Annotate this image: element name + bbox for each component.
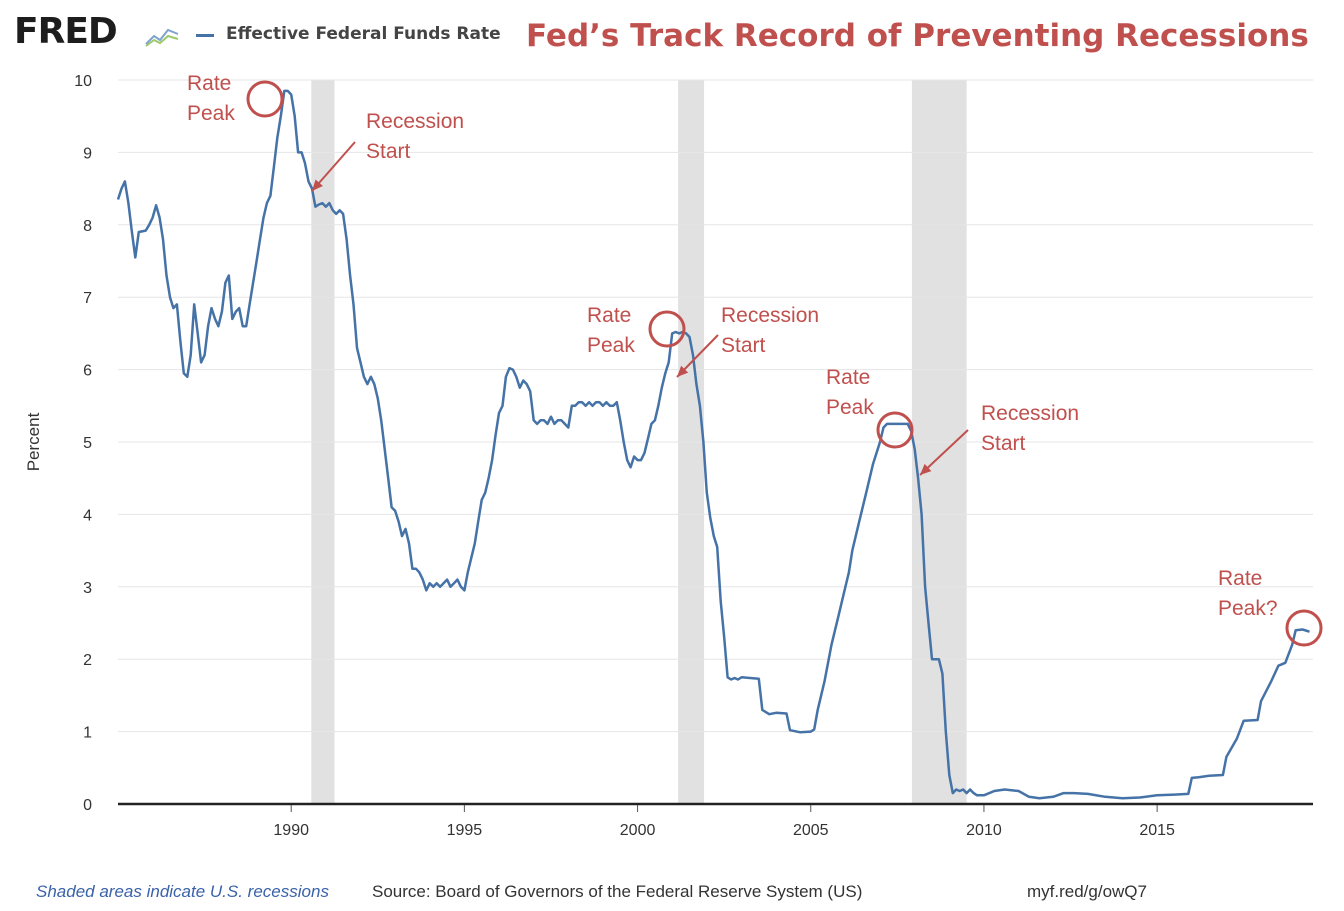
- peak-circle-icon: [648, 310, 686, 348]
- series-line-effective-federal-funds-rate: [116, 89, 1310, 800]
- source-note: Source: Board of Governors of the Federa…: [372, 882, 863, 901]
- annotation-line: Start: [366, 140, 411, 163]
- annotation-line: Peak: [826, 396, 874, 419]
- x-tick-labels: 1990 1995 2000 2005 2010 2015: [273, 804, 1175, 839]
- peak-circle-icon: [246, 80, 284, 118]
- annotation-peak-2006: Rate Peak: [826, 366, 874, 419]
- annotation-recession-2007: Recession Start: [981, 402, 1079, 455]
- x-tick-label-2000: 2000: [620, 822, 656, 839]
- arrow-head-icon: [312, 179, 323, 191]
- annotation-line: Peak: [187, 102, 235, 125]
- peak-circle-icon: [1285, 609, 1323, 647]
- y-tick-label-2: 2: [83, 652, 92, 669]
- y-tick-label-9: 9: [83, 145, 92, 162]
- x-tick-label-2010: 2010: [966, 822, 1002, 839]
- arrow-icon: [919, 429, 969, 476]
- peak-circle-icon: [876, 411, 914, 449]
- y-tick-label-8: 8: [83, 218, 92, 235]
- annotation-line: Peak?: [1218, 597, 1278, 620]
- x-tick-label-1995: 1995: [447, 822, 483, 839]
- annotations: Rate Peak Recession Start Rate Peak Recession S…: [187, 72, 1323, 647]
- annotation-recession-1990: Recession Start: [366, 110, 464, 163]
- annotation-line: Rate: [587, 304, 631, 327]
- annotation-peak-1989: Rate Peak: [187, 72, 235, 125]
- x-tick-label-2005: 2005: [793, 822, 829, 839]
- annotation-line: Rate: [826, 366, 870, 389]
- arrow-head-icon: [677, 365, 689, 377]
- annotation-line: Start: [721, 334, 766, 357]
- y-tick-label-5: 5: [83, 435, 92, 452]
- fred-logo[interactable]: FRED: [14, 11, 118, 52]
- annotation-line: Recession: [721, 304, 819, 327]
- x-tick-label-1990: 1990: [273, 822, 309, 839]
- y-tick-label-1: 1: [83, 725, 92, 742]
- annotation-line: Start: [981, 432, 1026, 455]
- annotation-line: Peak: [587, 334, 635, 357]
- y-tick-label-6: 6: [83, 363, 92, 380]
- x-tick-label-2015: 2015: [1139, 822, 1175, 839]
- short-link[interactable]: myf.red/g/owQ7: [1027, 882, 1147, 901]
- legend-line-icon: [196, 34, 214, 37]
- annotation-line: Rate: [187, 72, 231, 95]
- annotation-line: Rate: [1218, 567, 1262, 590]
- recession-shading-note: Shaded areas indicate U.S. recessions: [36, 882, 329, 901]
- y-tick-label-4: 4: [83, 507, 92, 524]
- y-tick-label-7: 7: [83, 290, 92, 307]
- annotation-peak-2019: Rate Peak?: [1218, 567, 1278, 620]
- y-tick-label-0: 0: [83, 797, 92, 814]
- legend-label: Effective Federal Funds Rate: [226, 24, 501, 44]
- headline-title: Fed’s Track Record of Preventing Recessi…: [526, 18, 1309, 54]
- grid-lines: [118, 79, 1313, 733]
- arrow-head-icon: [920, 463, 932, 475]
- y-tick-labels: 0 1 2 3 4 5 6 7 8 9 10: [74, 73, 92, 814]
- annotation-recession-2001: Recession Start: [721, 304, 819, 357]
- annotation-peak-2000: Rate Peak: [587, 304, 635, 357]
- annotation-line: Recession: [981, 402, 1079, 425]
- y-tick-label-10: 10: [74, 73, 92, 90]
- fred-chart-icon: [144, 24, 180, 48]
- annotation-line: Recession: [366, 110, 464, 133]
- y-tick-label-3: 3: [83, 580, 92, 597]
- y-axis-title: Percent: [24, 412, 43, 471]
- chart-header: FRED Effective Federal Funds Rate Fed’s …: [0, 0, 1344, 70]
